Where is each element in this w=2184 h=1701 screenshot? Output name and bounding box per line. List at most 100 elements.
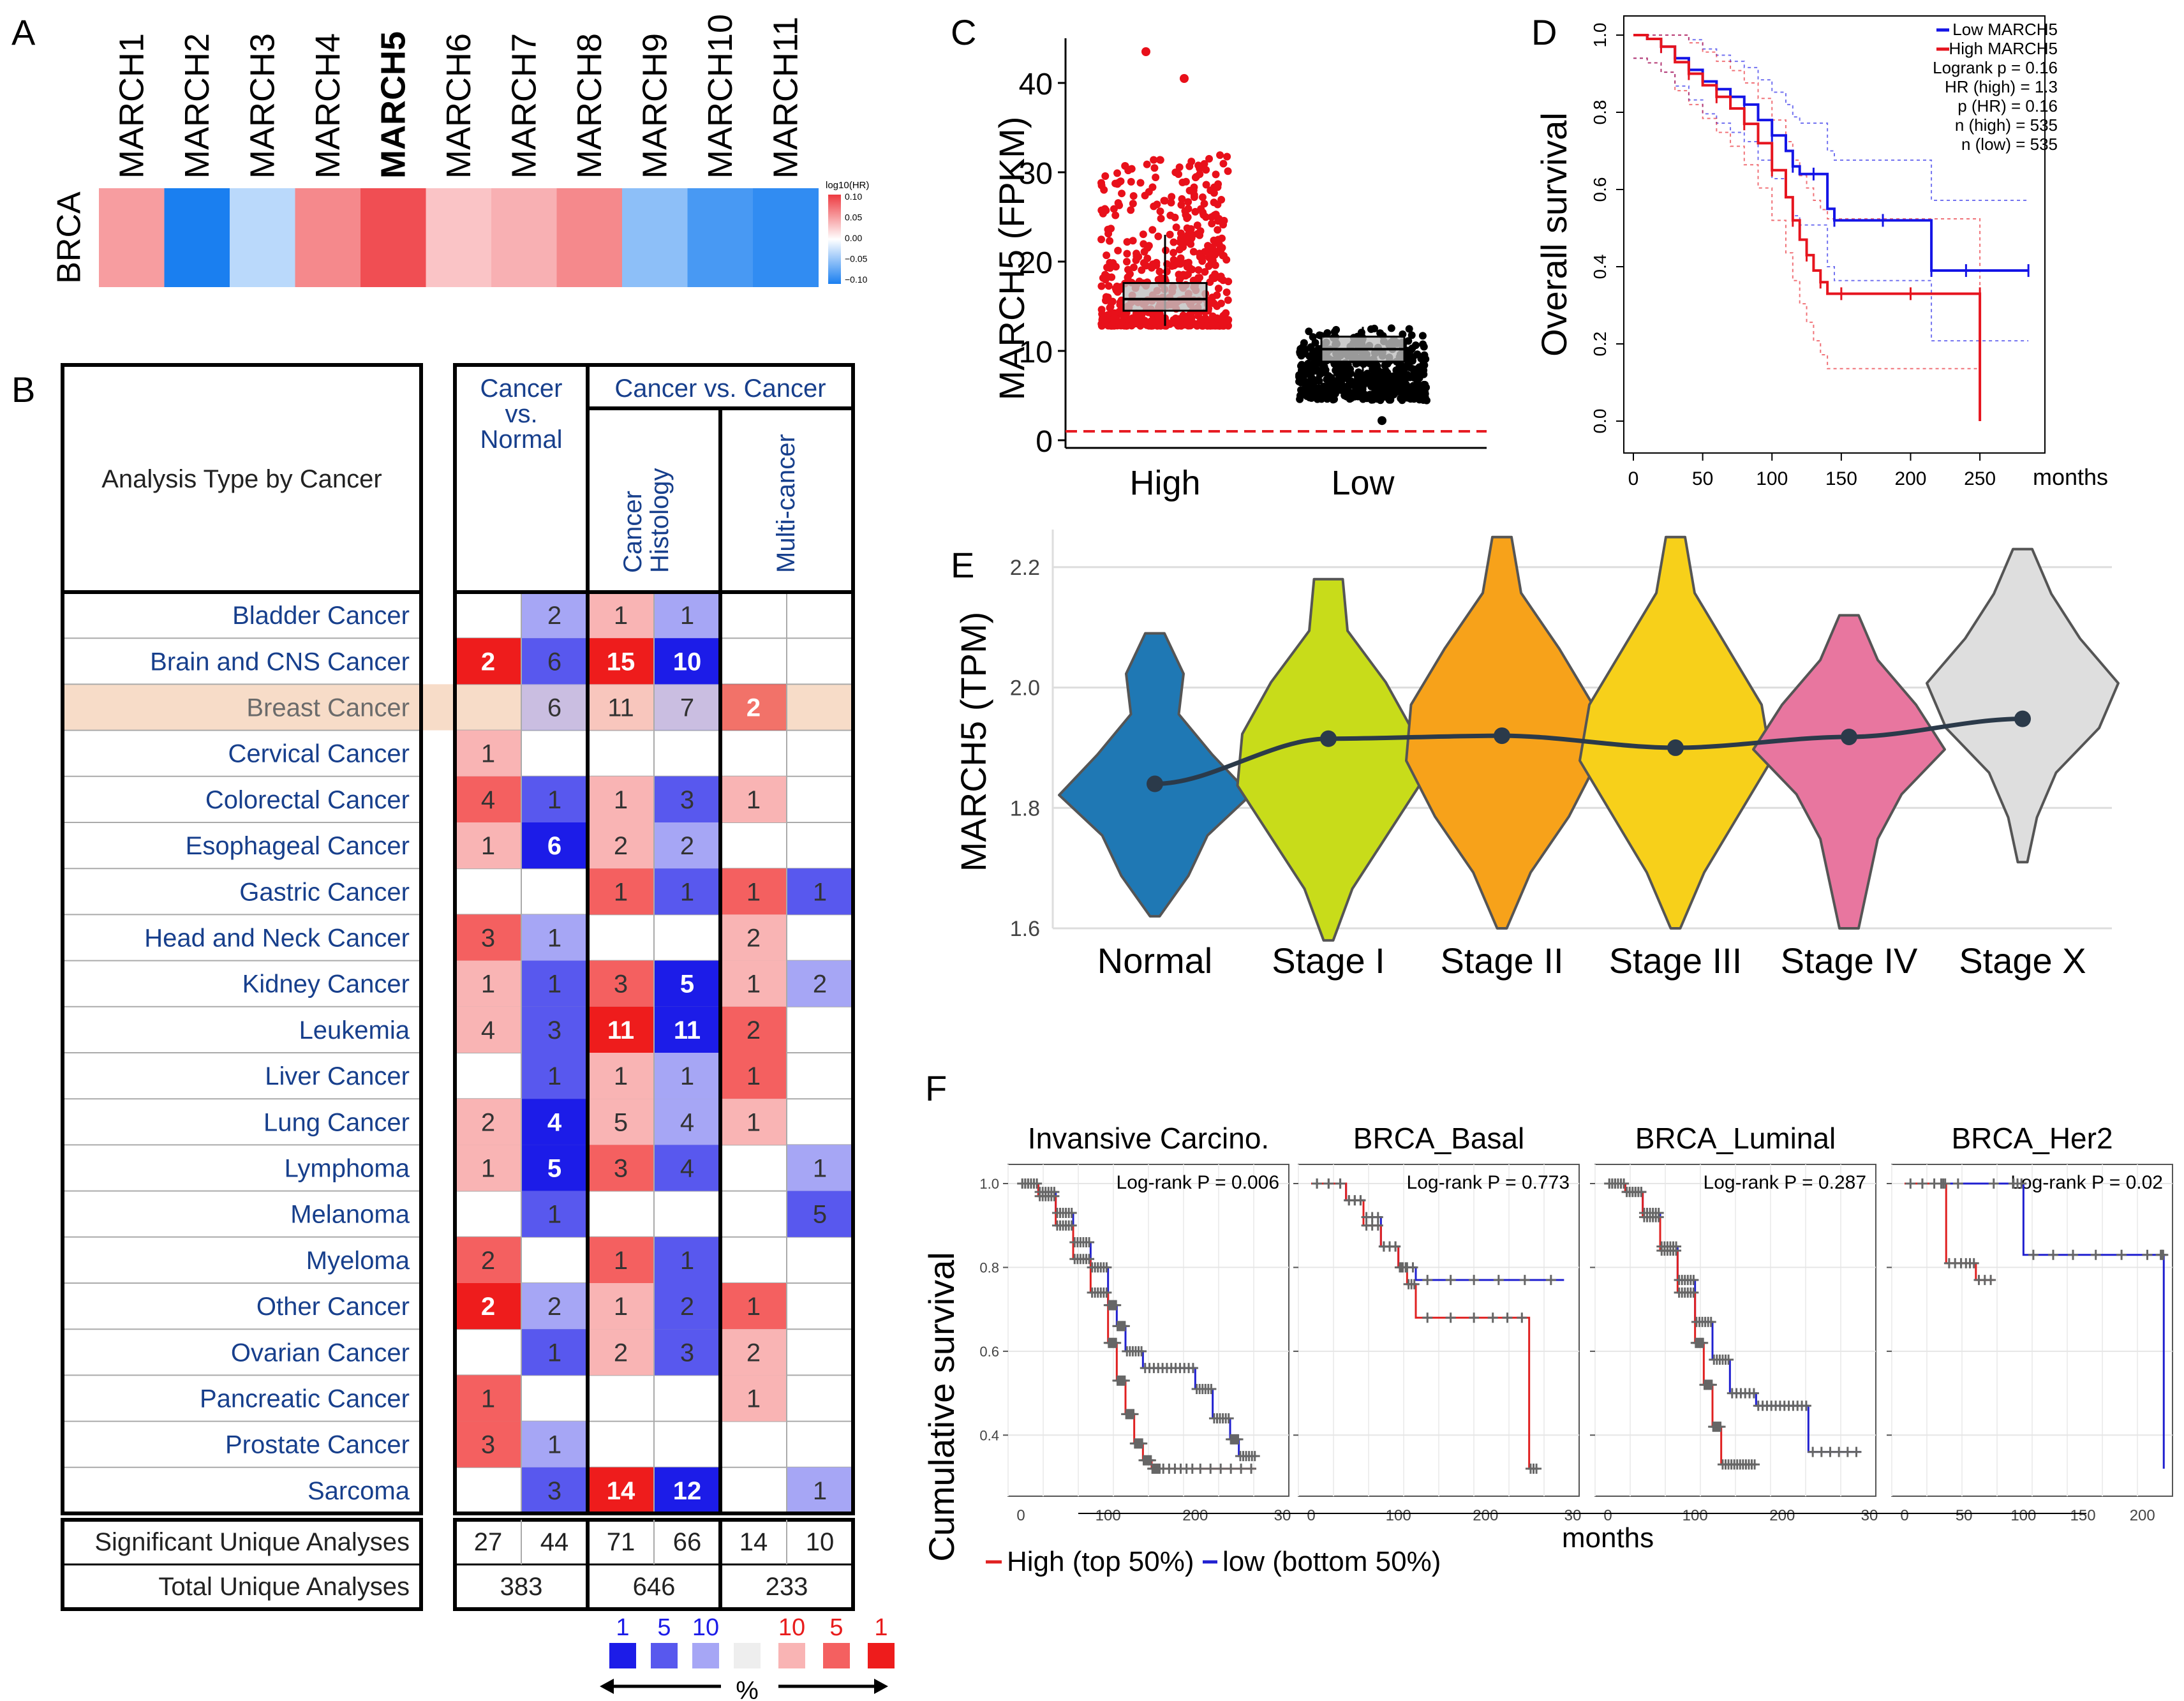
- row-label: Lymphoma: [285, 1155, 410, 1183]
- c-outlier: [1378, 416, 1386, 426]
- c-point-high: [1171, 168, 1180, 177]
- c-point-high: [1129, 192, 1138, 200]
- table-cell: [588, 638, 654, 685]
- f-x-tick-label: 150: [2070, 1507, 2096, 1524]
- f-censor: [1531, 1463, 1542, 1474]
- table-cell: [521, 638, 588, 685]
- f-censor: [1671, 1241, 1682, 1252]
- table-cell-value: 3: [614, 970, 628, 999]
- c-point-low: [1392, 378, 1400, 387]
- c-point-high: [1190, 183, 1198, 191]
- c-point-low: [1421, 393, 1429, 401]
- heatmap-legend-tick: −0.05: [845, 254, 868, 264]
- f-censor: [1408, 1262, 1418, 1273]
- table-cell-value: 1: [481, 970, 495, 999]
- heatmap-legend-tick: 0.10: [845, 191, 862, 202]
- c-point-high: [1178, 178, 1187, 186]
- c-point-high: [1173, 318, 1181, 326]
- f-subplot-title: Invansive Carcino.: [1028, 1122, 1269, 1155]
- c-point-high: [1097, 282, 1106, 290]
- f-censor: [1195, 1463, 1206, 1474]
- f-censor: [1706, 1379, 1717, 1390]
- table-cell: [455, 960, 521, 1007]
- f-censor: [2016, 1178, 2027, 1189]
- f-censor: [1422, 1275, 1433, 1286]
- table-cell-value: 2: [481, 1247, 495, 1275]
- table-cell-value: 15: [607, 648, 635, 676]
- f-x-tick-label: 30: [1274, 1507, 1291, 1524]
- table-cell: [588, 592, 654, 639]
- f-y-tick-label: 0.6: [979, 1344, 999, 1360]
- f-y-tick-label: 0.4: [979, 1427, 999, 1443]
- c-point-high: [1198, 193, 1207, 202]
- c-point-high: [1192, 321, 1200, 329]
- table-cell-value: 3: [547, 1477, 561, 1505]
- f-censor: [1636, 1187, 1647, 1198]
- heatmap-col-label-MARCH11: MARCH11: [766, 17, 805, 179]
- c-point-high: [1097, 306, 1106, 314]
- table-cell: [588, 960, 654, 1007]
- f-censor: [1986, 1275, 1996, 1286]
- table-cell-value: 1: [547, 925, 561, 953]
- c-point-low: [1406, 363, 1414, 371]
- heatmap-col-label-MARCH3: MARCH3: [243, 33, 281, 179]
- table-cell-value: 11: [607, 1016, 634, 1044]
- c-point-high: [1129, 200, 1137, 208]
- c-point-high: [1166, 230, 1174, 239]
- d-y-tick-label: 0.2: [1590, 332, 1610, 357]
- c-point-high: [1177, 201, 1185, 209]
- table-cell: [720, 1006, 787, 1053]
- f-censor: [2028, 1249, 2039, 1260]
- table-cell-value: 1: [614, 786, 628, 814]
- c-point-low: [1411, 382, 1419, 390]
- f-x-tick-label: 0: [1603, 1507, 1612, 1524]
- c-point-high: [1196, 253, 1204, 261]
- c-point-low: [1321, 366, 1330, 375]
- c-point-low: [1395, 362, 1404, 371]
- c-point-high: [1102, 206, 1110, 214]
- row-label: Myeloma: [306, 1247, 410, 1275]
- c-point-low: [1321, 392, 1330, 401]
- d-y-label: Overall survival: [1534, 112, 1574, 357]
- e-x-label: Stage II: [1440, 940, 1563, 981]
- row-label: Liver Cancer: [265, 1062, 410, 1090]
- c-point-high: [1124, 167, 1133, 175]
- c-point-high: [1207, 186, 1215, 195]
- significant-value: 71: [607, 1528, 635, 1556]
- f-censor: [1825, 1446, 1836, 1457]
- d-y-tick-label: 0.6: [1590, 177, 1610, 202]
- table-cell: [588, 1145, 654, 1191]
- c-x-label: High: [1129, 464, 1200, 502]
- e-violin-normal: [1058, 632, 1252, 918]
- table-cell-value: 1: [813, 1477, 827, 1505]
- c-point-high: [1114, 246, 1122, 255]
- row-label: Leukemia: [299, 1016, 410, 1044]
- f-x-tick-label: 100: [1096, 1507, 1121, 1524]
- c-point-high: [1224, 296, 1232, 304]
- table-cell-value: 4: [481, 1016, 495, 1044]
- f-censor: [1390, 1241, 1401, 1252]
- d-legend-item: Low MARCH5: [1952, 20, 2058, 39]
- c-point-high: [1143, 244, 1152, 252]
- c-point-low: [1418, 332, 1427, 340]
- c-point-high: [1166, 211, 1175, 219]
- c-y-tick-label: 40: [1019, 68, 1053, 101]
- c-point-high: [1177, 254, 1185, 262]
- table-cell: [654, 1329, 720, 1376]
- c-point-high: [1210, 211, 1219, 219]
- f-censor: [1816, 1446, 1827, 1457]
- table-cell-value: 5: [813, 1201, 827, 1229]
- c-point-low: [1350, 378, 1358, 386]
- table-cell: [455, 914, 521, 961]
- legend-swatch: [778, 1643, 805, 1668]
- f-censor: [1049, 1187, 1060, 1198]
- significant-value: 14: [739, 1528, 768, 1556]
- f-censor: [1445, 1275, 1456, 1286]
- f-x-tick-label: 200: [2130, 1507, 2155, 1524]
- header-analysis-type: Analysis Type by Cancer: [101, 465, 382, 493]
- f-x-tick-label: 0: [1307, 1507, 1315, 1524]
- panel-label-e: E: [951, 545, 974, 585]
- f-censor: [1066, 1208, 1077, 1218]
- c-point-low: [1371, 375, 1379, 383]
- f-censor: [1372, 1212, 1383, 1222]
